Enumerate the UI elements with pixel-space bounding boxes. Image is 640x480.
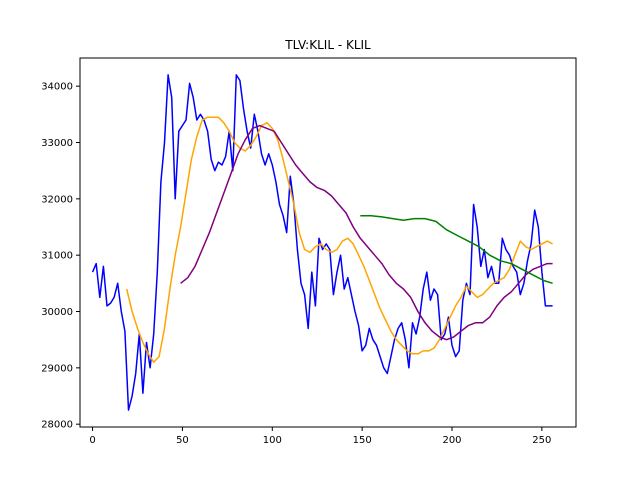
plot-frame bbox=[79, 57, 577, 428]
axes-layer: 0 50 100 150 200 250 28000 29000 30000 31000 32000… bbox=[41, 82, 551, 446]
x-tick-label: 150 bbox=[353, 435, 372, 446]
x-tick-label: 100 bbox=[263, 435, 282, 446]
chart-title: TLV:KLIL - KLIL bbox=[284, 38, 371, 52]
series-line-1 bbox=[91, 74, 553, 411]
series-line-2 bbox=[125, 116, 553, 363]
y-tick-label: 28000 bbox=[41, 420, 73, 431]
x-tick-label: 50 bbox=[176, 435, 189, 446]
y-tick-label: 34000 bbox=[41, 82, 73, 93]
x-tick-label: 250 bbox=[532, 435, 551, 446]
x-tick-label: 0 bbox=[89, 435, 95, 446]
y-tick-label: 31000 bbox=[41, 251, 73, 262]
x-tick-label: 200 bbox=[442, 435, 461, 446]
series-line-4 bbox=[360, 214, 553, 285]
y-tick-label: 29000 bbox=[41, 363, 73, 374]
series-line-3 bbox=[180, 124, 553, 341]
y-tick-label: 30000 bbox=[41, 307, 73, 318]
y-tick-label: 33000 bbox=[41, 138, 73, 149]
series-layer bbox=[91, 74, 553, 411]
y-tick-label: 32000 bbox=[41, 194, 73, 205]
